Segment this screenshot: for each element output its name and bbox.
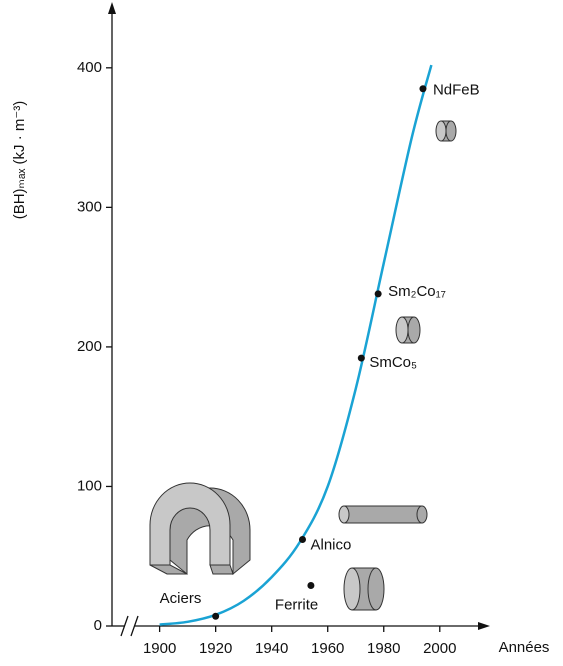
x-tick-label: 1960 [311, 640, 344, 657]
y-tick-label: 100 [77, 477, 102, 494]
data-point [374, 290, 382, 298]
axis-break [120, 615, 129, 637]
y-tick-label: 0 [94, 617, 102, 634]
x-tick-label: 1900 [143, 640, 176, 657]
x-tick-label: 1980 [367, 640, 400, 657]
disk-magnet [395, 316, 421, 344]
y-tick-label: 200 [77, 338, 102, 355]
x-axis-arrow [478, 622, 490, 630]
point-label: Ferrite [275, 597, 318, 614]
rod-magnet [338, 505, 428, 524]
point-label: Alnico [311, 536, 352, 553]
curve [159, 64, 433, 626]
horseshoe-magnet [149, 482, 251, 576]
y-axis-arrow [108, 2, 116, 14]
axis-break [130, 615, 139, 637]
x-tick-label: 1920 [199, 640, 232, 657]
data-point [357, 354, 365, 362]
data-point [299, 535, 307, 543]
x-tick-label: 2000 [423, 640, 456, 657]
point-label: SmCo₅ [369, 354, 417, 371]
disk-magnet [343, 567, 385, 611]
disk-magnet [435, 120, 457, 142]
point-label: NdFeB [433, 82, 480, 99]
x-tick-label: 1940 [255, 640, 288, 657]
y-tick-label: 300 [77, 198, 102, 215]
y-tick-label: 400 [77, 59, 102, 76]
x-axis-label: Années [499, 639, 550, 656]
point-label: Aciers [160, 590, 202, 607]
data-point [419, 85, 427, 93]
data-point [212, 612, 220, 620]
point-label: Sm₂Co₁₇ [388, 283, 446, 300]
y-axis-label: (BH)ₘₐₓ (kJ · m⁻³) [11, 101, 28, 220]
data-point [307, 582, 315, 590]
